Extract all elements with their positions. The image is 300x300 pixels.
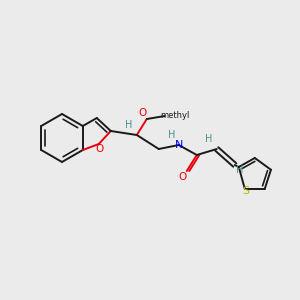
Text: methyl: methyl (160, 110, 190, 119)
Text: H: H (236, 165, 244, 175)
Text: O: O (139, 108, 147, 118)
Text: H: H (205, 134, 212, 144)
Text: H: H (168, 130, 176, 140)
Text: O: O (179, 172, 187, 182)
Text: H: H (125, 120, 133, 130)
Text: N: N (175, 140, 183, 150)
Text: O: O (96, 144, 104, 154)
Text: S: S (242, 186, 249, 196)
